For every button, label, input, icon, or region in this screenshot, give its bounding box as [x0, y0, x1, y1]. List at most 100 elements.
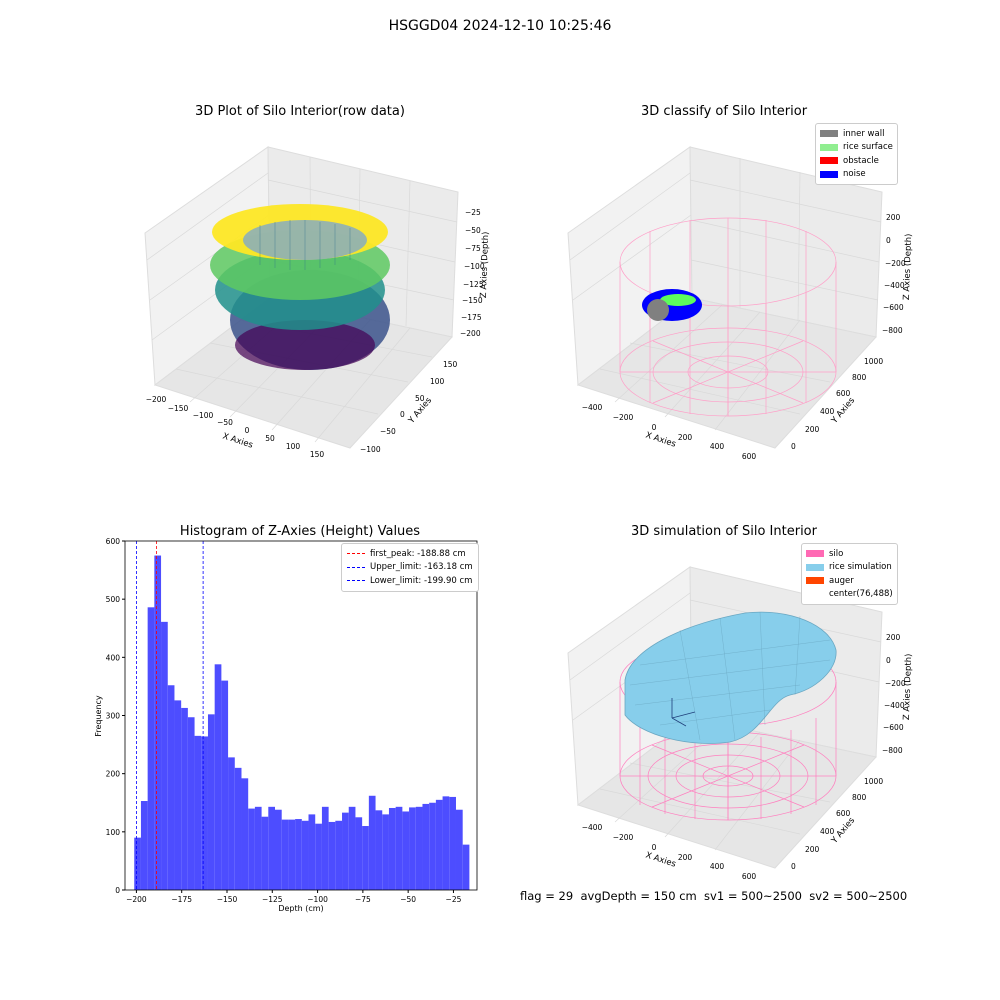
histogram-bar: [194, 735, 202, 890]
panel2-legend: inner wall rice surface obstacle noise: [815, 123, 898, 185]
legend-item: Upper_limit: -163.18 cm: [347, 561, 473, 575]
histogram-bar: [154, 555, 162, 890]
p2-ztick: −600: [883, 303, 904, 312]
panel2-title: 3D classify of Silo Interior: [640, 104, 808, 119]
histogram-xtick-label: −200: [126, 895, 147, 904]
p2-ztick: 200: [886, 213, 901, 222]
histogram-bar: [201, 736, 208, 890]
histogram-bar: [241, 778, 249, 890]
legend-item: Lower_limit: -199.90 cm: [347, 574, 473, 588]
p2-ytick: 600: [836, 389, 851, 398]
histogram-bar: [268, 806, 276, 890]
histogram-ytick-label: 0: [115, 886, 120, 895]
histogram-bar: [261, 816, 269, 890]
histogram-bar: [321, 806, 329, 890]
p1-xtick: −50: [217, 418, 233, 427]
legend-label: silo: [829, 548, 844, 559]
histogram-bar: [328, 821, 336, 890]
p4-xtick: 600: [742, 872, 757, 881]
legend-label: rice simulation: [829, 562, 892, 573]
histogram-bar: [167, 685, 175, 890]
histogram-bar: [342, 812, 349, 890]
p2-ytick: 400: [820, 407, 835, 416]
histogram-title: Histogram of Z-Axies (Height) Values: [179, 524, 421, 539]
p2-xtick: 200: [678, 433, 693, 442]
p4-xtick: 400: [710, 862, 725, 871]
legend-line: [347, 580, 365, 582]
p1-ztick: −175: [461, 313, 482, 322]
histogram-bar: [134, 837, 141, 890]
p4-ztick: −400: [884, 701, 905, 710]
p4-zlabel: Z Axies (Depth): [902, 653, 914, 720]
histogram-bar: [388, 807, 396, 890]
legend-label: noise: [843, 169, 866, 180]
histogram-bar: [402, 811, 410, 890]
legend-item: silo: [806, 547, 893, 561]
histogram-bar: [207, 714, 215, 890]
p4-ztick: −600: [883, 723, 904, 732]
legend-swatch: [820, 157, 838, 165]
p1-xtick: 100: [286, 442, 301, 451]
p2-ytick: 0: [791, 442, 796, 451]
legend-swatch: [820, 170, 838, 178]
p2-ztick: −400: [884, 281, 905, 290]
histogram-xtick-label: −175: [171, 895, 192, 904]
p4-ytick: 200: [805, 845, 820, 854]
p4-ytick: 400: [820, 827, 835, 836]
legend-swatch: [806, 591, 824, 598]
p1-xtick: −150: [168, 404, 189, 413]
histogram-xtick-label: −50: [400, 895, 416, 904]
p4-ytick: 1000: [864, 777, 883, 786]
histogram-bar: [228, 757, 235, 890]
histogram-bar: [234, 767, 242, 890]
p1-ztick: −200: [460, 329, 481, 338]
histogram-bar: [214, 664, 222, 890]
p1-ytick: −50: [380, 427, 396, 436]
histogram-bar: [308, 814, 316, 890]
histogram-ytick-label: 100: [106, 828, 121, 837]
histogram-bar: [147, 607, 155, 890]
legend-item: inner wall: [820, 127, 893, 141]
histogram-bar: [348, 806, 356, 890]
p2-ytick: 200: [805, 425, 820, 434]
p4-xlabel: X Axies: [644, 850, 677, 869]
legend-item: center(76,488): [806, 588, 893, 602]
p4-ztick: 0: [886, 656, 891, 665]
legend-swatch: [820, 130, 838, 138]
legend-label: auger: [829, 575, 854, 586]
p2-xtick: −400: [582, 403, 603, 412]
p1-ytick: −100: [360, 445, 381, 454]
histogram-ytick-label: 300: [106, 712, 121, 721]
panel4-title: 3D simulation of Silo Interior: [631, 524, 817, 539]
histogram-bar: [161, 621, 168, 890]
p1-xtick: 0: [245, 426, 250, 435]
p2-zlabel: Z Axies (Depth): [902, 233, 914, 300]
p1-xtick: −100: [193, 411, 214, 420]
histogram-bar: [429, 802, 436, 890]
histogram-bar: [455, 809, 463, 890]
p1-ztick: −50: [465, 226, 481, 235]
histogram-bar: [368, 795, 376, 890]
histogram-xtick-label: −75: [355, 895, 371, 904]
legend-item: rice surface: [820, 141, 893, 155]
p2-xtick: 0: [652, 423, 657, 432]
legend-item: first_peak: -188.88 cm: [347, 547, 473, 561]
p1-ytick: 0: [400, 410, 405, 419]
histogram-ylabel: Frequency: [94, 695, 103, 737]
legend-label: first_peak: -188.88 cm: [370, 548, 466, 559]
histogram-xtick-label: −25: [446, 895, 462, 904]
figure-title: HSGGD04 2024-12-10 10:25:46: [388, 18, 612, 34]
histogram-bar: [409, 807, 416, 890]
histogram-xtick-label: −125: [262, 895, 283, 904]
histogram-bar: [187, 717, 195, 890]
p4-ytick: 800: [852, 793, 867, 802]
p4-xtick: −400: [582, 823, 603, 832]
status-footer: flag = 29 avgDepth = 150 cm sv1 = 500~25…: [520, 889, 908, 903]
p2-ztick: −200: [885, 259, 906, 268]
histogram-bar: [295, 819, 302, 890]
histogram-bar: [335, 820, 343, 890]
legend-label: Lower_limit: -199.90 cm: [370, 575, 473, 586]
legend-swatch: [820, 143, 838, 151]
histogram-bar: [140, 801, 148, 890]
